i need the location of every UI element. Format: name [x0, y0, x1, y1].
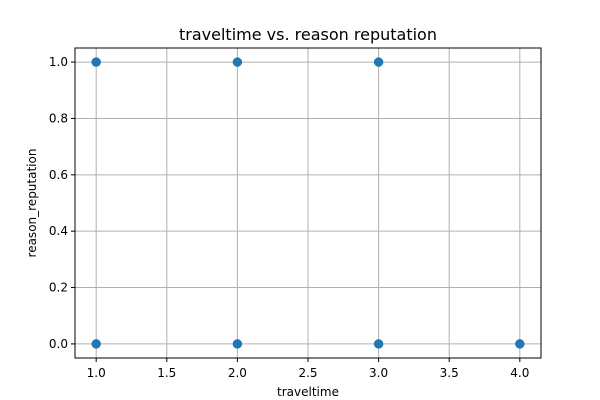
y-tick-label: 0.8 — [49, 111, 68, 125]
scatter-point — [515, 339, 525, 349]
x-tick-label: 3.0 — [369, 366, 388, 380]
y-tick-label: 0.2 — [49, 281, 68, 295]
x-tick-label: 3.5 — [440, 366, 459, 380]
y-axis-label: reason_reputation — [25, 149, 39, 258]
scatter-point — [91, 339, 101, 349]
x-tick-label: 2.0 — [228, 366, 247, 380]
y-tick-label: 0.4 — [49, 224, 68, 238]
chart-title: traveltime vs. reason reputation — [179, 25, 437, 44]
scatter-point — [373, 339, 384, 349]
x-tick-label: 2.5 — [298, 366, 317, 380]
x-tick-label: 1.5 — [157, 366, 176, 380]
y-tick-label: 1.0 — [49, 55, 68, 69]
data-points — [91, 57, 525, 349]
scatter-point — [91, 57, 101, 67]
scatter-point — [232, 339, 243, 349]
scatter-point — [232, 57, 243, 67]
x-axis-label: traveltime — [277, 385, 339, 399]
grid-lines — [75, 48, 541, 358]
y-tick-label: 0.0 — [49, 337, 68, 351]
x-tick-label: 1.0 — [87, 366, 106, 380]
scatter-point — [373, 57, 384, 67]
y-tick-label: 0.6 — [49, 168, 68, 182]
axis-ticks: 1.0 1.5 2.0 2.5 3.0 3.5 4.0 0.0 0.2 0.4 0.6 0.8 1.0 — [49, 55, 529, 380]
x-tick-label: 4.0 — [510, 366, 529, 380]
